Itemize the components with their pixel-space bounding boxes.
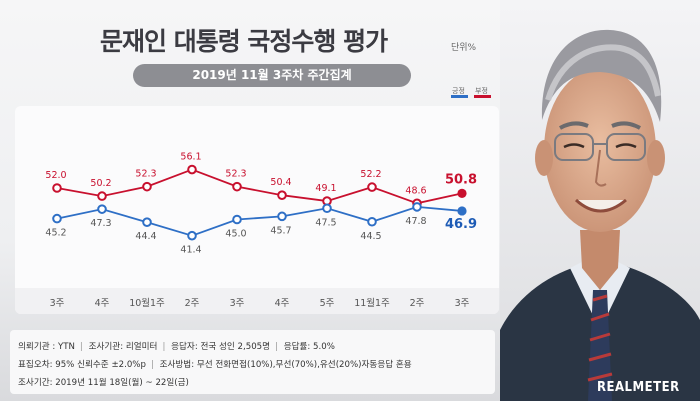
survey-info: 의뢰기관 : YTN | 조사기관: 리얼미터 | 응답자: 전국 성인 2,505… <box>10 330 495 394</box>
survey-error: 표집오차: 95% 신뢰수준 ±2.0%p <box>18 360 146 370</box>
x-tick-label: 3주 <box>50 298 65 309</box>
survey-period: 조사기간: 2019년 11월 18일(월) ~ 22일(금) <box>18 378 189 388</box>
data-label-negative: 48.6 <box>405 185 426 196</box>
data-label-negative: 56.1 <box>180 152 201 163</box>
survey-info-row-2: 표집오차: 95% 신뢰수준 ±2.0%p | 조사방법: 무선 전화면접(10%… <box>18 360 412 370</box>
series-line-negative <box>56 168 463 205</box>
subtitle-bar: 2019년 11월 3주차 주간집계 <box>133 64 411 87</box>
survey-respondents: 응답자: 전국 성인 2,505명 <box>171 342 271 352</box>
data-label-positive: 47.5 <box>315 217 336 228</box>
x-tick-label: 3주 <box>230 298 245 309</box>
data-label-negative: 52.3 <box>135 169 156 180</box>
data-label-positive: 45.0 <box>225 229 246 240</box>
data-label-negative: 52.0 <box>45 170 66 181</box>
legend: 긍정 부정 <box>448 86 498 106</box>
data-label-positive: 46.9 <box>445 217 477 232</box>
data-point-negative <box>187 164 197 175</box>
legend-negative-swatch <box>474 95 491 98</box>
data-point-positive <box>277 211 287 222</box>
x-tick-label: 2주 <box>410 298 425 309</box>
data-label-positive: 44.4 <box>135 231 156 242</box>
data-label-negative: 52.3 <box>225 169 246 180</box>
main-title: 문재인 대통령 국정수행 평가 <box>100 27 388 56</box>
survey-requester: 의뢰기관 : YTN <box>18 342 75 352</box>
data-point-positive <box>322 203 332 214</box>
data-point-negative <box>367 182 377 192</box>
x-tick-label: 5주 <box>320 298 335 309</box>
x-tick-label: 10월1주 <box>129 297 165 309</box>
data-point-positive <box>142 217 152 227</box>
data-label-negative: 52.2 <box>360 169 381 180</box>
data-point-negative <box>232 181 242 192</box>
president-portrait <box>500 0 700 401</box>
data-point-positive <box>232 214 242 225</box>
legend-positive-label: 긍정 <box>452 87 465 95</box>
data-point-positive <box>367 216 377 227</box>
data-label-positive: 44.5 <box>360 231 381 242</box>
survey-agency: 조사기관: 리얼미터 <box>88 342 158 352</box>
data-label-positive: 45.2 <box>45 228 66 239</box>
x-axis-strip <box>15 288 499 314</box>
realmeter-logo: REALMETER <box>597 380 680 395</box>
legend-positive-swatch <box>451 95 468 98</box>
survey-method: 조사방법: 무선 전화면접(10%),무선(70%),유선(20%)자동응답 혼… <box>159 360 412 370</box>
data-point-positive <box>187 230 197 241</box>
data-label-negative: 50.4 <box>270 177 291 188</box>
unit-label: 단위% <box>451 43 477 53</box>
data-point-negative <box>457 188 467 198</box>
x-tick-label: 11월1주 <box>354 297 390 309</box>
data-point-positive <box>412 202 422 212</box>
survey-info-row-3: 조사기간: 2019년 11월 18일(월) ~ 22일(금) <box>18 376 192 388</box>
data-label-negative: 50.2 <box>90 178 111 189</box>
data-point-negative <box>142 181 152 192</box>
data-point-positive <box>52 213 62 224</box>
survey-info-row-1: 의뢰기관 : YTN | 조사기관: 리얼미터 | 응답자: 전국 성인 2,505… <box>18 342 335 352</box>
data-label-negative: 49.1 <box>315 183 336 194</box>
data-point-negative <box>52 183 62 193</box>
x-tick-label: 4주 <box>275 298 290 309</box>
data-label-negative: 50.8 <box>445 172 477 187</box>
data-label-positive: 47.8 <box>405 216 426 227</box>
series-line-positive <box>56 205 463 237</box>
x-tick-label: 2주 <box>185 298 200 309</box>
data-label-positive: 45.7 <box>270 225 291 236</box>
data-point-positive <box>97 204 107 214</box>
survey-response-rate: 응답률: 5.0% <box>283 342 335 352</box>
data-point-negative <box>97 191 107 201</box>
data-label-positive: 47.3 <box>90 218 111 229</box>
data-point-negative <box>277 190 287 200</box>
data-label-positive: 41.4 <box>180 245 201 256</box>
x-tick-label: 3주 <box>455 298 470 309</box>
data-point-positive <box>457 206 467 216</box>
x-tick-label: 4주 <box>95 298 110 309</box>
legend-negative-label: 부정 <box>475 87 488 95</box>
